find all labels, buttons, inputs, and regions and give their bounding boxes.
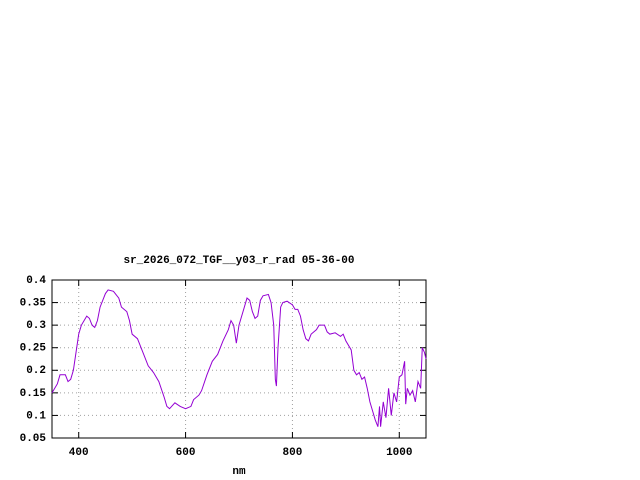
y-tick-label: 0.4 xyxy=(26,275,46,287)
y-tick-label: 0.1 xyxy=(26,410,46,422)
chart-title: sr_2026_072_TGF__y03_r_rad 05-36-00 xyxy=(123,255,354,267)
x-tick-label: 800 xyxy=(283,447,303,459)
x-tick-label: 1000 xyxy=(386,447,412,459)
spectrum-line xyxy=(51,289,427,427)
y-tick-label: 0.35 xyxy=(20,297,47,309)
x-tick-label: 600 xyxy=(176,447,196,459)
y-tick-label: 0.15 xyxy=(20,388,47,400)
y-tick-label: 0.3 xyxy=(26,320,46,332)
y-tick-label: 0.25 xyxy=(20,343,47,355)
plot-border xyxy=(51,279,427,439)
y-tick-label: 0.05 xyxy=(20,433,47,445)
x-axis-label: nm xyxy=(232,466,246,478)
y-tick-label: 0.2 xyxy=(26,365,46,377)
x-tick-label: 400 xyxy=(69,447,89,459)
